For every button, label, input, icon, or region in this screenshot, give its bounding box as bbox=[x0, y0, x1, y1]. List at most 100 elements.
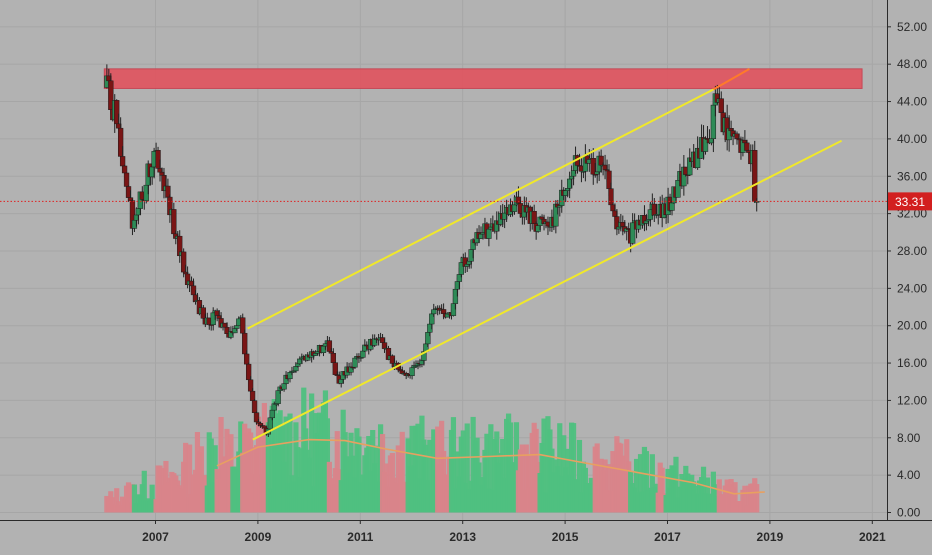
y-tick-label: 36.00 bbox=[897, 169, 927, 183]
y-tick-label: 8.00 bbox=[897, 431, 921, 445]
candle-body bbox=[171, 209, 177, 235]
volume-bar bbox=[283, 416, 289, 513]
y-tick-label: 48.00 bbox=[897, 57, 927, 71]
volume-bar bbox=[248, 432, 254, 513]
volume-bar bbox=[594, 443, 600, 513]
volume-bar bbox=[287, 413, 293, 513]
y-tick-label: 0.00 bbox=[897, 506, 921, 520]
volume-bar bbox=[557, 423, 563, 513]
volume-bar bbox=[356, 436, 362, 513]
volume-bar bbox=[742, 485, 748, 513]
y-tick-label: 52.00 bbox=[897, 20, 927, 34]
volume-bar bbox=[208, 438, 214, 513]
volume-bar bbox=[114, 488, 120, 513]
candle-body bbox=[486, 228, 492, 239]
y-tick-label: 24.00 bbox=[897, 281, 927, 295]
candle-body bbox=[119, 156, 126, 167]
volume-bar bbox=[659, 467, 665, 513]
volume-bar bbox=[637, 454, 644, 513]
x-axis-ticks: 2007 2009 2011 2013 2015 2017 2019 2021 bbox=[142, 520, 886, 544]
volume-bar bbox=[500, 438, 506, 513]
channel-upper-line bbox=[247, 88, 715, 330]
volume-bar bbox=[464, 423, 470, 513]
volume-bar bbox=[183, 442, 189, 513]
candle-body bbox=[251, 400, 258, 413]
volume-bar bbox=[415, 423, 421, 513]
volume-bar bbox=[186, 444, 193, 513]
volume-bar bbox=[488, 424, 494, 513]
current-price-badge-bg bbox=[888, 192, 932, 211]
x-tick-label: 2007 bbox=[142, 530, 169, 544]
volume-bar bbox=[541, 418, 547, 513]
volume-bar bbox=[141, 470, 147, 513]
current-price-badge: 33.31 bbox=[888, 192, 932, 211]
candle-body bbox=[330, 353, 336, 363]
volume-bar bbox=[732, 482, 738, 513]
volume-bar bbox=[131, 484, 138, 513]
volume-bar bbox=[525, 455, 531, 513]
y-tick-label: 20.00 bbox=[897, 319, 927, 333]
breakout-line bbox=[713, 67, 750, 91]
volume-bar bbox=[513, 422, 520, 513]
volume-bar bbox=[706, 493, 713, 513]
volume-bar bbox=[125, 482, 132, 513]
volume-bar bbox=[754, 484, 760, 513]
channel-lower-line bbox=[252, 139, 843, 441]
volume-bar bbox=[255, 416, 262, 513]
x-tick-label: 2011 bbox=[347, 530, 373, 544]
volume-bar bbox=[519, 444, 525, 513]
candle-body bbox=[669, 202, 675, 211]
volume-bar bbox=[450, 417, 457, 513]
volume-bar bbox=[633, 458, 640, 513]
candle-body bbox=[123, 172, 130, 187]
volume-bar bbox=[309, 393, 315, 513]
volume-bar bbox=[110, 497, 116, 513]
x-tick-label: 2017 bbox=[654, 530, 681, 544]
y-tick-label: 4.00 bbox=[897, 468, 921, 482]
current-price-label: 33.31 bbox=[895, 195, 925, 209]
volume-bars bbox=[104, 387, 760, 513]
y-tick-label: 28.00 bbox=[897, 244, 927, 258]
x-tick-label: 2009 bbox=[245, 530, 272, 544]
volume-bar bbox=[399, 431, 405, 513]
x-tick-label: 2015 bbox=[552, 530, 579, 544]
volume-bar bbox=[484, 433, 490, 513]
y-tick-label: 16.00 bbox=[897, 356, 927, 370]
volume-bar bbox=[261, 402, 267, 513]
y-tick-label: 44.00 bbox=[897, 95, 927, 109]
volume-bar bbox=[149, 484, 155, 513]
resistance-zone bbox=[103, 68, 863, 89]
candlesticks bbox=[104, 64, 760, 438]
y-tick-label: 12.00 bbox=[897, 393, 927, 407]
volume-bar bbox=[576, 439, 583, 513]
volume-bar bbox=[427, 439, 433, 513]
volume-bar bbox=[198, 446, 204, 513]
candle-body bbox=[269, 409, 275, 419]
candle-body bbox=[244, 353, 250, 365]
volume-bar bbox=[673, 456, 679, 513]
volume-bar bbox=[620, 455, 626, 513]
candle-body bbox=[121, 165, 128, 174]
candle-body bbox=[234, 325, 240, 329]
x-tick-label: 2019 bbox=[757, 530, 784, 544]
y-tick-label: 40.00 bbox=[897, 132, 927, 146]
x-tick-label: 2021 bbox=[859, 530, 886, 544]
volume-bar bbox=[700, 466, 707, 513]
candle-body bbox=[281, 383, 287, 390]
candle-body bbox=[431, 309, 437, 315]
x-tick-label: 2013 bbox=[449, 530, 476, 544]
candle-body bbox=[409, 367, 415, 376]
volume-bar bbox=[570, 423, 577, 513]
volume-bar bbox=[374, 445, 380, 513]
volume-bar bbox=[423, 444, 429, 513]
y-axis-ticks: 0.004.008.0012.0016.0020.0024.0028.0032.… bbox=[887, 20, 927, 520]
volume-bar bbox=[649, 454, 655, 513]
candle-body bbox=[744, 142, 750, 151]
volume-bar bbox=[602, 459, 608, 513]
volume-bar bbox=[606, 464, 612, 513]
candle-body bbox=[608, 188, 614, 206]
volume-bar bbox=[265, 422, 271, 513]
candle-body bbox=[752, 150, 758, 202]
